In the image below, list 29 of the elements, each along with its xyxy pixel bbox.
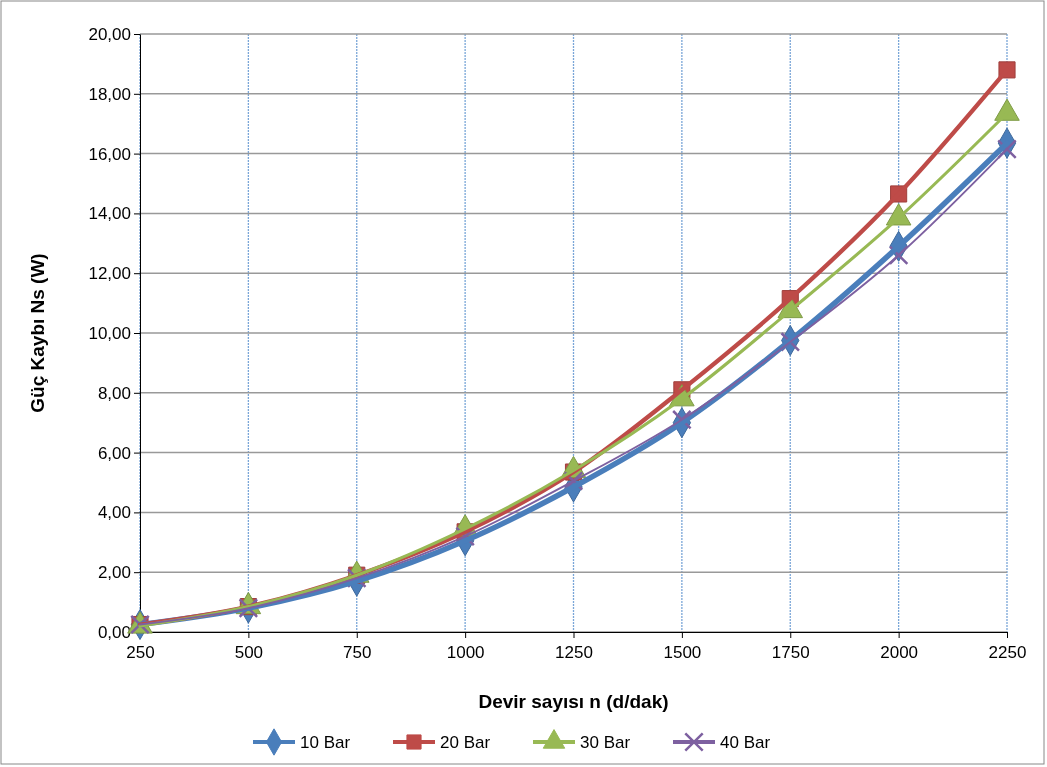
x-tick-label: 1750 — [771, 643, 810, 662]
x-tick-label: 250 — [126, 643, 155, 662]
x-axis-title: Devir sayısı n (d/dak) — [478, 691, 669, 712]
y-tick-label: 0,00 — [97, 622, 131, 642]
point — [888, 245, 909, 266]
x-tick-label: 2250 — [988, 643, 1027, 662]
legend-label: 40 Bar — [720, 733, 771, 752]
x-tick-label: 1500 — [663, 643, 702, 662]
x-tick-label: 2000 — [880, 643, 919, 662]
y-tick-label: 4,00 — [97, 503, 131, 523]
y-tick-label: 10,00 — [88, 323, 131, 343]
legend-label: 30 Bar — [580, 733, 631, 752]
point — [997, 139, 1017, 160]
y-tick-label: 18,00 — [88, 84, 131, 104]
y-tick-label: 2,00 — [97, 563, 131, 583]
x-tick-label: 1250 — [555, 643, 593, 662]
legend-label: 10 Bar — [300, 733, 351, 752]
y-axis-title: Güç Kaybı Ns (W) — [27, 253, 48, 413]
y-tick-label: 20,00 — [88, 24, 131, 44]
x-tick-label: 1000 — [446, 643, 485, 662]
x-tick-label: 750 — [343, 643, 372, 662]
y-tick-label: 14,00 — [88, 204, 131, 224]
y-tick-label: 6,00 — [97, 443, 131, 463]
legend-label: 20 Bar — [440, 733, 491, 752]
y-tick-label: 16,00 — [88, 144, 131, 164]
point — [998, 61, 1016, 79]
y-tick-label: 12,00 — [88, 264, 131, 284]
x-tick-label: 500 — [234, 643, 264, 662]
y-tick-label: 8,00 — [97, 383, 131, 403]
